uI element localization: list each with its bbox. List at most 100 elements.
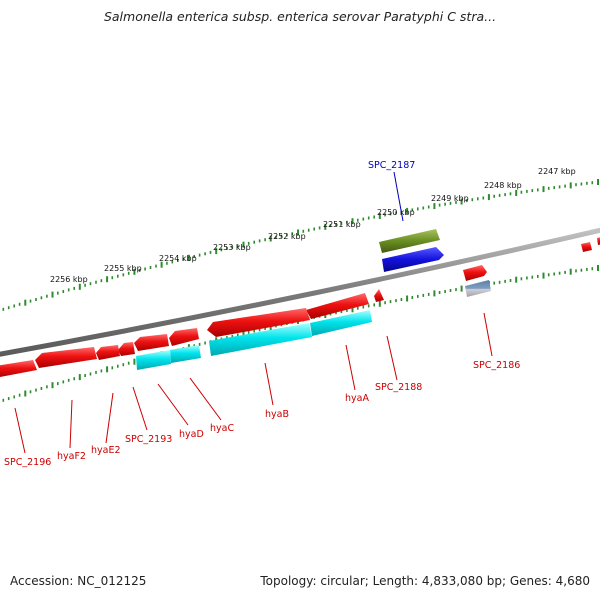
outer-ring-tick <box>24 299 27 306</box>
outer-ring-tick <box>531 189 534 193</box>
outer-ring-tick <box>138 268 141 272</box>
gene-label-hyaF2[interactable]: hyaF2 <box>57 451 86 462</box>
outer-ring-tick <box>411 208 414 212</box>
outer-ring-tick <box>29 299 32 303</box>
outer-ring-tick <box>51 291 54 298</box>
inner-ring-tick <box>35 388 37 392</box>
outer-ring-tick <box>558 185 561 189</box>
inner-ring-tick <box>127 361 130 365</box>
gene-label-hyaE2[interactable]: hyaE2 <box>91 445 121 456</box>
outer-ring-tick <box>378 213 381 219</box>
gene-spc2187-olive[interactable] <box>379 229 440 253</box>
inner-ring-tick <box>406 295 409 302</box>
gene-right-edge-1[interactable] <box>581 242 592 252</box>
outer-ring-tick <box>504 193 506 197</box>
gene-label-spc2193[interactable]: SPC_2193 <box>125 434 172 445</box>
outer-ring-tick <box>264 238 266 242</box>
outer-ring-tick <box>2 307 5 311</box>
gene-spc2188[interactable] <box>374 289 384 302</box>
inner-ring-tick <box>417 294 419 298</box>
outer-ring-tick <box>313 227 315 231</box>
inner-ring-tick <box>373 303 375 307</box>
outer-ring-tick <box>18 302 21 306</box>
gene-label-spc2187[interactable]: SPC_2187 <box>368 160 415 171</box>
outer-ring-tick <box>384 213 386 217</box>
inner-ring-tick <box>40 387 43 390</box>
inner-ring-tick <box>18 393 21 397</box>
inner-ring-tick <box>269 324 272 331</box>
outer-ring-tick <box>575 183 577 187</box>
outer-ring-tick <box>417 207 419 211</box>
outer-ring-tick <box>302 229 305 233</box>
outer-ring-tick <box>526 189 528 193</box>
outer-ring-tick <box>395 211 397 215</box>
gene-spc2196[interactable] <box>0 360 37 378</box>
gene-hyaA-cyan[interactable] <box>310 310 372 336</box>
inner-ring-tick <box>433 290 436 297</box>
inner-ring-tick <box>400 298 403 301</box>
gene-label-hyaD[interactable]: hyaD <box>179 429 204 440</box>
genome-title: Salmonella enterica subsp. enterica sero… <box>103 9 497 24</box>
gene-spc2186-steel[interactable] <box>465 280 491 297</box>
inner-ring-tick <box>346 308 348 312</box>
outer-ring-tick <box>144 267 146 271</box>
gene-hyaE2[interactable] <box>118 342 135 356</box>
gene-label-hyaB[interactable]: hyaB <box>265 409 289 420</box>
gene-hyaF2[interactable] <box>96 345 120 360</box>
gene-label-spc2188[interactable]: SPC_2188 <box>375 382 422 393</box>
gene-spc2187-blue[interactable] <box>382 247 444 272</box>
outer-ring-tick <box>367 216 370 220</box>
gene-hyaB-red[interactable] <box>207 308 310 337</box>
outer-ring-tick <box>477 197 479 201</box>
outer-ring-tick <box>357 218 359 222</box>
outer-ring-tick <box>351 218 354 225</box>
inner-ring-tick <box>422 293 425 297</box>
gene-hyaF2-upstream[interactable] <box>35 347 97 368</box>
inner-ring-tick <box>258 328 261 332</box>
gene-label-spc2186[interactable]: SPC_2186 <box>473 360 520 371</box>
inner-ring-tick <box>438 291 441 294</box>
gene-spc2193[interactable] <box>134 334 169 351</box>
scale-label-2253: 2253 kbp <box>213 243 251 252</box>
inner-ring-tick <box>106 366 109 373</box>
gene-hyaA[interactable] <box>306 293 369 319</box>
outer-ring-tick <box>133 268 136 275</box>
outer-ring-tick <box>177 259 179 262</box>
outer-ring-tick <box>215 248 218 255</box>
genome-summary-text: Topology: circular; Length: 4,833,080 bp… <box>260 574 590 588</box>
outer-ring-tick <box>122 273 125 277</box>
outer-ring-tick <box>100 279 103 283</box>
leader-hyaB <box>264 362 274 406</box>
outer-ring-tick <box>509 192 512 196</box>
outer-ring-tick <box>62 290 65 293</box>
gene-spc2193-cyan[interactable] <box>136 350 171 370</box>
outer-ring-tick <box>46 294 48 298</box>
outer-ring-tick <box>542 186 545 193</box>
inner-ring-tick <box>117 364 119 368</box>
outer-ring-tick <box>237 244 239 248</box>
leader-hyaD <box>157 383 189 426</box>
inner-ring-tick <box>449 289 452 292</box>
inner-ring-tick <box>13 395 15 399</box>
gene-label-spc2196[interactable]: SPC_2196 <box>4 457 51 468</box>
gene-label-hyaC[interactable]: hyaC <box>210 423 234 434</box>
outer-ring-tick <box>406 207 409 214</box>
gene-right-edge-2[interactable] <box>597 237 600 245</box>
gene-hyaB-cyan[interactable] <box>209 323 312 356</box>
inner-ring-tick <box>553 272 555 276</box>
gene-hyaC[interactable] <box>169 328 199 346</box>
inner-ring-tick <box>340 310 343 314</box>
gene-labels: SPC_2187 SPC_2186 SPC_2188 hyaA hyaB hya… <box>4 160 520 468</box>
inner-ring-tick <box>237 333 239 337</box>
inner-ring-tick <box>7 397 10 401</box>
gene-spc2186[interactable] <box>463 265 487 281</box>
outer-ring-tick <box>466 199 468 203</box>
gene-label-hyaA[interactable]: hyaA <box>345 393 369 404</box>
outer-ring-tick <box>187 254 190 261</box>
gene-hyaD[interactable] <box>170 345 201 363</box>
outer-ring-tick <box>324 223 327 230</box>
outer-ring-tick <box>340 221 343 225</box>
inner-ring-tick <box>73 377 75 381</box>
outer-ring-tick <box>362 217 365 221</box>
leader-spc2187 <box>393 171 404 222</box>
